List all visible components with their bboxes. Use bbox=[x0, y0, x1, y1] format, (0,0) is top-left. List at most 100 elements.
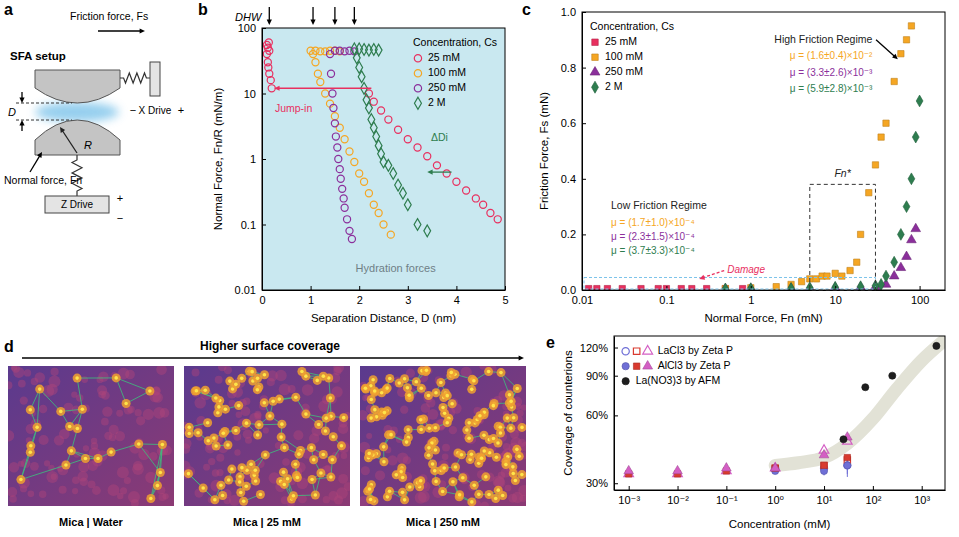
afm-ion bbox=[311, 490, 320, 499]
afm-ion bbox=[158, 440, 167, 449]
afm-ion bbox=[294, 450, 303, 459]
legend-marker bbox=[592, 54, 598, 60]
data-point bbox=[487, 209, 494, 216]
afm-ion bbox=[277, 433, 286, 442]
afm-ion bbox=[308, 475, 317, 484]
afm-ion-core bbox=[427, 394, 431, 398]
annotation: Damage bbox=[727, 264, 765, 275]
sign: + bbox=[117, 192, 123, 204]
afm-ion-core bbox=[331, 435, 335, 439]
afm-ion bbox=[404, 425, 413, 434]
afm-ion bbox=[447, 368, 456, 377]
afm-ion-core bbox=[221, 494, 225, 498]
afm-ion bbox=[517, 423, 526, 432]
afm-ion-core bbox=[368, 487, 372, 491]
afm-ion bbox=[223, 441, 232, 450]
afm-texture bbox=[13, 367, 24, 378]
spring bbox=[120, 73, 150, 83]
afm-texture bbox=[341, 452, 347, 458]
plot-frame bbox=[582, 12, 945, 290]
tick-mark bbox=[614, 415, 618, 416]
afm-ion-core bbox=[84, 457, 88, 461]
afm-texture bbox=[135, 409, 142, 416]
afm-ion bbox=[224, 475, 233, 484]
afm-ion-core bbox=[445, 394, 449, 398]
legend-label: 250 mM bbox=[605, 65, 643, 77]
afm-texture bbox=[275, 370, 286, 381]
afm-ion bbox=[78, 405, 87, 414]
afm-ion bbox=[443, 418, 452, 427]
afm-ion-core bbox=[219, 483, 223, 487]
panel-e: 10⁻³10⁻²10⁻¹10⁰10¹10²10³30%60%90%120%Con… bbox=[546, 334, 946, 530]
tick-mark bbox=[614, 483, 618, 484]
arrow-head bbox=[332, 20, 337, 25]
afm-ion-core bbox=[449, 371, 453, 375]
afm-ion-core bbox=[407, 393, 411, 397]
afm-ion-core bbox=[324, 429, 328, 433]
afm-ion-core bbox=[470, 388, 474, 392]
tick: 10⁻¹ bbox=[716, 486, 738, 506]
afm-texture bbox=[39, 405, 48, 414]
tick-label: 10¹ bbox=[817, 494, 833, 506]
arrow bbox=[22, 355, 524, 360]
data-point bbox=[404, 136, 411, 143]
legend-label: La(NO3)3 by AFM bbox=[636, 374, 721, 386]
afm-texture bbox=[288, 385, 296, 393]
tick-label: 1 bbox=[250, 153, 256, 165]
arrow bbox=[98, 28, 145, 33]
tick-label: 4 bbox=[454, 294, 460, 306]
afm-mesh bbox=[40, 389, 61, 411]
afm-ion bbox=[438, 403, 447, 412]
afm-ion-core bbox=[382, 460, 386, 464]
afm-ion bbox=[280, 443, 289, 452]
lower-surface bbox=[35, 120, 120, 155]
legend-label: 2 M bbox=[428, 96, 446, 108]
afm-ion-core bbox=[405, 440, 409, 444]
afm-ion-core bbox=[213, 498, 217, 502]
afm-ion-core bbox=[76, 427, 80, 431]
data-point bbox=[351, 158, 358, 165]
afm-ion bbox=[291, 460, 300, 469]
afm-ion-core bbox=[454, 465, 458, 469]
tick-label: 60% bbox=[586, 409, 608, 421]
afm-ion-core bbox=[240, 377, 244, 381]
afm-ion-core bbox=[227, 478, 231, 482]
afm-ion-core bbox=[414, 380, 418, 384]
data-point bbox=[798, 278, 804, 284]
tick-label: 10⁻² bbox=[667, 494, 689, 506]
fn-star-box bbox=[810, 184, 876, 290]
afm-ion bbox=[309, 455, 318, 464]
afm-texture bbox=[101, 391, 110, 400]
afm-ion-core bbox=[137, 442, 141, 446]
data-point bbox=[370, 98, 377, 105]
afm-ion bbox=[297, 367, 306, 376]
afm-ion bbox=[432, 388, 441, 397]
data-point bbox=[348, 235, 355, 242]
afm-ion bbox=[234, 401, 243, 410]
afm-ion-core bbox=[304, 412, 308, 416]
afm-ion bbox=[379, 457, 388, 466]
tick-mark bbox=[629, 486, 630, 490]
figure: aSFA setupFriction force, FsDR−X Drive+Z… bbox=[0, 0, 959, 537]
afm-ion bbox=[211, 394, 220, 403]
arrow-head bbox=[310, 20, 315, 25]
afm-texture bbox=[334, 495, 343, 504]
gap-line bbox=[16, 103, 72, 104]
tick: 10⁰ bbox=[767, 486, 784, 506]
arrow bbox=[19, 92, 24, 103]
data-point bbox=[908, 173, 915, 185]
annotation: μ = (5.9±2.8)×10⁻³ bbox=[790, 83, 873, 94]
afm-texture bbox=[20, 485, 27, 492]
afm-ion-core bbox=[70, 449, 74, 453]
drive-label: X Drive bbox=[139, 105, 172, 116]
tick-mark bbox=[678, 486, 679, 490]
afm-ion-core bbox=[263, 373, 267, 377]
afm-texture bbox=[160, 408, 170, 418]
z-drive-block bbox=[45, 196, 109, 213]
afm-texture bbox=[51, 474, 57, 480]
panel-label: a bbox=[4, 1, 13, 18]
afm-ion bbox=[416, 415, 425, 424]
afm-ion-core bbox=[314, 493, 318, 497]
afm-ion-core bbox=[245, 421, 249, 425]
afm-ion-core bbox=[439, 381, 443, 385]
